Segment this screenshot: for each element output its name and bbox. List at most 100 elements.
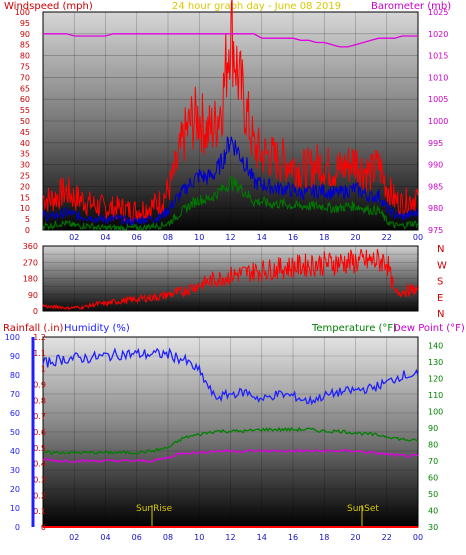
wind-hour-label: 08 (163, 233, 173, 242)
rainfall-tick-label: 1 (41, 365, 46, 374)
humidity-tick-label: 70 (10, 390, 20, 399)
direction-tick-label: 270 (23, 258, 38, 267)
wind-hour-label: 14 (257, 233, 267, 242)
temperature-tick-label: 50 (428, 490, 438, 499)
temperature-tick-label: 30 (428, 523, 438, 532)
wind-hour-label: 00 (413, 233, 423, 242)
wind-tick-label: 95 (20, 19, 30, 28)
direction-tick-label: 360 (23, 242, 38, 251)
humidity-tick-label: 30 (10, 466, 20, 475)
humidity-tick-label: 40 (10, 447, 20, 456)
humidity-hour-label: 22 (382, 533, 392, 542)
barometer-tick-label: 985 (428, 182, 443, 191)
humidity-tick-label: 60 (10, 409, 20, 418)
rainfall-tick-label: 1.2 (33, 333, 46, 342)
temperature-tick-label: 130 (428, 358, 443, 367)
compass-label: S (437, 277, 443, 288)
direction-tick-label: 90 (28, 291, 38, 300)
wind-tick-label: 65 (20, 84, 30, 93)
humidity-hour-label: 10 (194, 533, 204, 542)
humidity-hour-label: 06 (132, 533, 142, 542)
wind-tick-label: 30 (20, 161, 30, 170)
direction-tick-label: 180 (23, 275, 38, 284)
wind-tick-label: 20 (20, 182, 30, 191)
humidity-axis-title: Humidity (%) (64, 323, 130, 334)
wind-tick-label: 40 (20, 139, 30, 148)
wind-tick-label: 85 (20, 41, 30, 50)
humidity-tick-label: 50 (10, 428, 20, 437)
humidity-tick-label: 100 (5, 333, 20, 342)
wind-tick-label: 75 (20, 63, 30, 72)
wind-hour-label: 10 (194, 233, 204, 242)
humidity-hour-label: 14 (257, 533, 267, 542)
wind-hour-label: 22 (382, 233, 392, 242)
rainfall-tick-label: 0.6 (33, 428, 46, 437)
compass-label: N (437, 309, 444, 320)
dew-point-axis-title: Dew Point (°F) (393, 323, 465, 334)
humidity-hour-label: 00 (413, 533, 423, 542)
wind-tick-label: 55 (20, 106, 30, 115)
humidity-hour-label: 08 (163, 533, 173, 542)
humidity-tick-label: 10 (10, 504, 20, 513)
barometer-tick-label: 1015 (428, 52, 448, 61)
temperature-tick-label: 120 (428, 374, 443, 383)
temperature-tick-label: 110 (428, 391, 443, 400)
barometer-tick-label: 1000 (428, 117, 448, 126)
humidity-hour-label: 20 (350, 533, 360, 542)
barometer-tick-label: 975 (428, 226, 443, 235)
humidity-hour-label: 02 (69, 533, 79, 542)
wind-tick-label: 100 (15, 8, 30, 17)
rainfall-tick-label: 0.2 (33, 491, 46, 500)
rainfall-tick-label: 0.3 (33, 476, 46, 485)
wind-tick-label: 15 (20, 193, 30, 202)
wind-hour-label: 20 (350, 233, 360, 242)
rainfall-tick-label: 0.8 (33, 396, 46, 405)
barometer-tick-label: 980 (428, 204, 443, 213)
humidity-hour-label: 16 (288, 533, 298, 542)
wind-tick-label: 70 (20, 73, 30, 82)
rainfall-tick-label: 0.9 (33, 381, 46, 390)
direction-tick-label: 0 (33, 307, 38, 316)
temperature-tick-label: 140 (428, 341, 443, 350)
humidity-hour-label: 12 (225, 533, 235, 542)
barometer-tick-label: 995 (428, 139, 443, 148)
wind-tick-label: 0 (25, 226, 30, 235)
temperature-axis-title: Temperature (°F) (311, 323, 397, 334)
rainfall-tick-label: 0.4 (33, 460, 46, 469)
barometer-tick-label: 1025 (428, 8, 448, 17)
wind-tick-label: 80 (20, 52, 30, 61)
barometer-tick-label: 1005 (428, 95, 448, 104)
barometer-tick-label: 990 (428, 161, 443, 170)
rainfall-tick-label: 0.7 (33, 412, 46, 421)
wind-hour-label: 02 (69, 233, 79, 242)
compass-label: W (437, 260, 447, 271)
wind-tick-label: 35 (20, 150, 30, 159)
sunset-label: SunSet (347, 504, 379, 514)
graph-title: 24 hour graph day - June 08 2019 (172, 1, 341, 12)
humidity-hour-label: 04 (100, 533, 110, 542)
temperature-tick-label: 40 (428, 506, 438, 515)
humidity-hour-label: 18 (319, 533, 329, 542)
rainfall-tick-label: 0.1 (33, 507, 46, 516)
wind-tick-label: 25 (20, 172, 30, 181)
humidity-tick-label: 20 (10, 485, 20, 494)
wind-hour-label: 16 (288, 233, 298, 242)
compass-label: E (437, 293, 443, 304)
wind-hour-label: 06 (132, 233, 142, 242)
wind-hour-label: 18 (319, 233, 329, 242)
temperature-tick-label: 100 (428, 407, 443, 416)
sunrise-label: SunRise (136, 504, 173, 514)
wind-tick-label: 5 (25, 215, 30, 224)
rainfall-tick-label: 1.1 (33, 349, 46, 358)
wind-tick-label: 90 (20, 30, 30, 39)
temperature-tick-label: 60 (428, 473, 438, 482)
barometer-tick-label: 1010 (428, 73, 448, 82)
temperature-tick-label: 90 (428, 424, 438, 433)
temperature-tick-label: 80 (428, 440, 438, 449)
barometer-tick-label: 1020 (428, 30, 448, 39)
wind-tick-label: 10 (20, 204, 30, 213)
humidity-tick-label: 90 (10, 352, 20, 361)
wind-tick-label: 60 (20, 95, 30, 104)
